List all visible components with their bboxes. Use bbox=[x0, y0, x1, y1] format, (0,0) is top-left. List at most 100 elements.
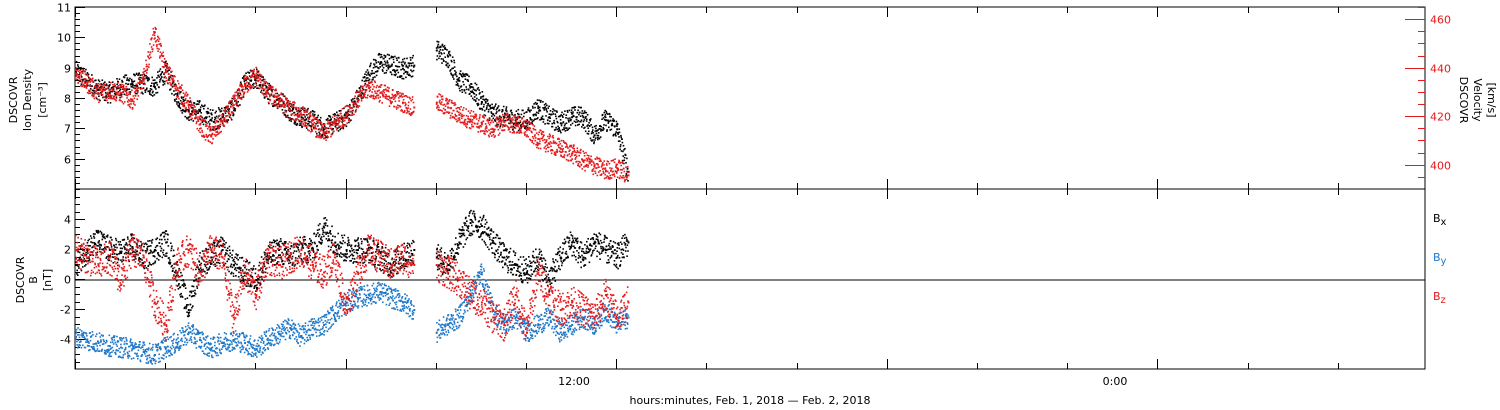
density-point bbox=[256, 87, 258, 89]
by-point bbox=[226, 340, 228, 342]
density-point bbox=[298, 120, 301, 123]
velocity-point bbox=[394, 97, 396, 99]
by-point bbox=[338, 299, 340, 302]
density-point bbox=[453, 61, 456, 64]
by-point bbox=[212, 336, 215, 338]
velocity-point bbox=[577, 151, 579, 154]
by-point bbox=[79, 344, 82, 347]
density-point bbox=[289, 105, 292, 108]
density-point bbox=[462, 81, 464, 83]
velocity-point bbox=[441, 95, 444, 97]
density-point bbox=[615, 120, 618, 123]
density-point bbox=[291, 118, 293, 120]
by-point bbox=[211, 350, 213, 352]
density-point bbox=[372, 76, 374, 79]
velocity-point bbox=[513, 131, 516, 133]
density-point bbox=[365, 74, 368, 76]
velocity-point bbox=[134, 104, 136, 106]
velocity-point bbox=[291, 106, 294, 108]
density-point bbox=[448, 64, 451, 67]
velocity-point bbox=[282, 95, 285, 97]
density-point bbox=[543, 109, 546, 111]
density-point bbox=[219, 108, 221, 111]
velocity-point bbox=[351, 114, 354, 116]
density-point bbox=[409, 74, 411, 77]
density-point bbox=[470, 83, 473, 85]
density-point bbox=[170, 88, 172, 90]
density-point bbox=[239, 92, 242, 95]
velocity-point bbox=[455, 115, 458, 117]
velocity-point bbox=[86, 91, 89, 94]
density-point bbox=[112, 86, 114, 88]
velocity-point bbox=[398, 95, 401, 97]
density-point bbox=[183, 104, 186, 107]
by-point bbox=[271, 339, 274, 342]
velocity-point bbox=[570, 144, 573, 147]
velocity-point bbox=[129, 92, 131, 95]
velocity-point bbox=[85, 86, 87, 88]
velocity-point bbox=[91, 77, 94, 80]
velocity-point bbox=[439, 99, 441, 102]
density-point bbox=[168, 77, 170, 80]
density-point bbox=[382, 66, 385, 69]
velocity-point bbox=[357, 106, 359, 109]
velocity-point bbox=[408, 96, 411, 99]
density-point-value bbox=[480, 101, 483, 103]
velocity-point bbox=[599, 170, 601, 172]
density-point bbox=[113, 85, 115, 88]
by-point bbox=[229, 339, 232, 342]
velocity-point bbox=[395, 108, 398, 110]
velocity-point bbox=[344, 105, 347, 108]
density-point bbox=[288, 119, 291, 122]
density-point bbox=[348, 114, 351, 116]
by-point bbox=[260, 341, 262, 343]
by-point bbox=[76, 344, 78, 346]
by-point bbox=[336, 301, 338, 303]
velocity-point bbox=[398, 105, 401, 107]
velocity-point bbox=[569, 149, 571, 151]
density-point bbox=[464, 78, 467, 80]
density-point bbox=[585, 115, 587, 118]
density-point bbox=[586, 118, 588, 121]
velocity-point bbox=[135, 86, 137, 89]
density-point bbox=[599, 136, 602, 138]
velocity-point bbox=[143, 68, 145, 70]
velocity-point bbox=[153, 34, 156, 37]
velocity-point bbox=[95, 90, 98, 93]
by-point bbox=[232, 334, 234, 337]
by-point bbox=[221, 348, 223, 350]
velocity-point-value bbox=[469, 118, 472, 121]
velocity-point bbox=[364, 91, 367, 93]
density-point bbox=[315, 118, 318, 121]
by-point bbox=[157, 348, 159, 351]
by-point bbox=[164, 340, 166, 342]
density-point bbox=[133, 84, 136, 87]
velocity-point bbox=[405, 112, 408, 114]
velocity-point bbox=[456, 107, 459, 109]
velocity-point bbox=[329, 124, 332, 127]
density-point bbox=[455, 73, 457, 76]
density-point bbox=[477, 87, 480, 89]
velocity-point bbox=[347, 112, 349, 115]
velocity-point bbox=[355, 91, 358, 94]
velocity-point bbox=[278, 104, 280, 106]
velocity-point bbox=[90, 88, 92, 91]
by-point bbox=[336, 315, 339, 317]
velocity-point bbox=[524, 131, 527, 133]
by-point bbox=[106, 340, 108, 343]
density-point bbox=[153, 82, 155, 85]
velocity-point bbox=[132, 100, 134, 103]
density-point bbox=[595, 127, 597, 130]
density-point bbox=[548, 122, 550, 125]
by-point bbox=[201, 331, 203, 333]
velocity-point bbox=[369, 82, 372, 84]
by-point bbox=[271, 332, 274, 334]
by-point bbox=[177, 346, 180, 349]
by-point bbox=[155, 344, 158, 346]
velocity-point bbox=[608, 176, 610, 179]
density-point bbox=[436, 58, 438, 61]
by-point bbox=[168, 354, 171, 357]
velocity-point bbox=[236, 91, 238, 93]
velocity-point bbox=[502, 118, 505, 120]
velocity-point bbox=[502, 119, 504, 122]
